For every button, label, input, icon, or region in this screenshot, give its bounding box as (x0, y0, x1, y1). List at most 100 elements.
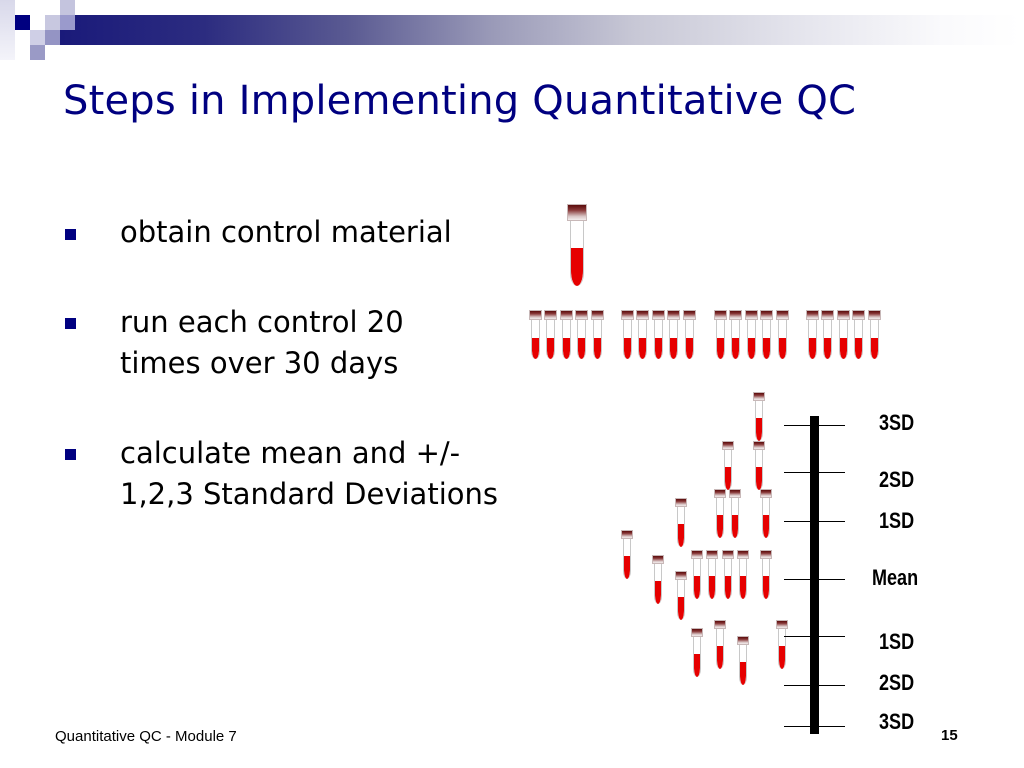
blood-fill (717, 646, 723, 669)
tick-line (784, 521, 845, 522)
test-tube-icon (675, 571, 687, 620)
test-tube-icon (729, 489, 741, 538)
tube-cap (714, 620, 726, 629)
tube-cap (675, 498, 687, 507)
blood-fill (594, 338, 601, 359)
blood-fill (694, 654, 700, 677)
slide-footer: Quantitative QC - Module 7 (55, 728, 237, 745)
tube-body (755, 401, 763, 441)
blood-fill (725, 467, 731, 490)
tube-body (685, 320, 694, 359)
tick-line (784, 685, 845, 686)
test-tube-icon (737, 550, 749, 599)
decor-square (60, 0, 75, 15)
decor-square (45, 15, 60, 30)
test-tube-icon (691, 550, 703, 599)
test-tube-icon (737, 636, 749, 685)
tube-cap (560, 310, 573, 320)
decor-square (60, 15, 75, 30)
tube-cap (591, 310, 604, 320)
blood-fill (840, 338, 847, 359)
blood-fill (824, 338, 831, 359)
tube-cap (745, 310, 758, 320)
test-tube-icon (683, 310, 696, 359)
sd-label-minus2: 2SD (879, 670, 915, 695)
tube-cap (760, 489, 772, 498)
tube-body (638, 320, 647, 359)
square-bullet-icon (65, 449, 76, 460)
tube-body (839, 320, 848, 359)
tube-body (808, 320, 817, 359)
decor-square (30, 30, 45, 45)
tube-body (716, 320, 725, 359)
test-tube-icon (544, 310, 557, 359)
tick-line (784, 726, 845, 727)
decor-square (15, 15, 30, 30)
tube-cap (544, 310, 557, 320)
blood-fill (763, 338, 770, 359)
test-tube-icon (868, 310, 881, 359)
tube-body (762, 320, 771, 359)
decor-square (45, 30, 60, 45)
tube-body (623, 539, 631, 579)
tube-cap (806, 310, 819, 320)
test-tube-icon (753, 441, 765, 490)
tube-cap (652, 310, 665, 320)
page-number: 15 (941, 727, 958, 744)
test-tube-icon (722, 441, 734, 490)
tube-cap (621, 530, 633, 539)
tube-body (739, 559, 747, 599)
tube-body (708, 559, 716, 599)
tube-body (531, 320, 540, 359)
tube-cap (821, 310, 834, 320)
blood-fill (717, 515, 723, 538)
tube-body (747, 320, 756, 359)
tube-body (677, 580, 685, 620)
blood-fill (725, 576, 731, 599)
square-bullet-icon (65, 229, 76, 240)
tube-cap (636, 310, 649, 320)
tube-cap (652, 555, 664, 564)
tube-body (724, 450, 732, 490)
sd-label-minus1: 1SD (879, 629, 915, 654)
blood-fill (740, 662, 746, 685)
sd-label-plus1: 1SD (879, 508, 915, 533)
tube-cap (737, 636, 749, 645)
blood-fill (779, 338, 786, 359)
tube-cap (729, 310, 742, 320)
test-tube-icon (529, 310, 542, 359)
test-tube-icon (722, 550, 734, 599)
tube-body (623, 320, 632, 359)
tube-body (677, 507, 685, 547)
test-tube-icon (714, 310, 727, 359)
blood-fill (624, 338, 631, 359)
tube-cap (776, 310, 789, 320)
tube-body (577, 320, 586, 359)
blood-fill (624, 556, 630, 579)
test-tube-icon (806, 310, 819, 359)
bullet-text: obtain control material (120, 215, 452, 249)
test-tube-icon (714, 489, 726, 538)
blood-fill (694, 576, 700, 599)
tube-cap (567, 204, 587, 221)
test-tube-icon (591, 310, 604, 359)
tube-body (731, 320, 740, 359)
blood-fill (871, 338, 878, 359)
test-tube-icon (753, 392, 765, 441)
blood-fill (740, 576, 746, 599)
tube-body (823, 320, 832, 359)
tube-body (546, 320, 555, 359)
test-tube-icon (837, 310, 850, 359)
tube-cap (837, 310, 850, 320)
test-tube-icon (776, 310, 789, 359)
sd-label-plus3: 3SD (879, 410, 915, 435)
test-tube-icon (652, 555, 664, 604)
test-tube-icon (621, 310, 634, 359)
tube-body (693, 637, 701, 677)
tube-body (731, 498, 739, 538)
tube-cap (737, 550, 749, 559)
tube-body (570, 221, 584, 286)
test-tube-icon (760, 550, 772, 599)
tube-cap (667, 310, 680, 320)
tube-body (654, 564, 662, 604)
